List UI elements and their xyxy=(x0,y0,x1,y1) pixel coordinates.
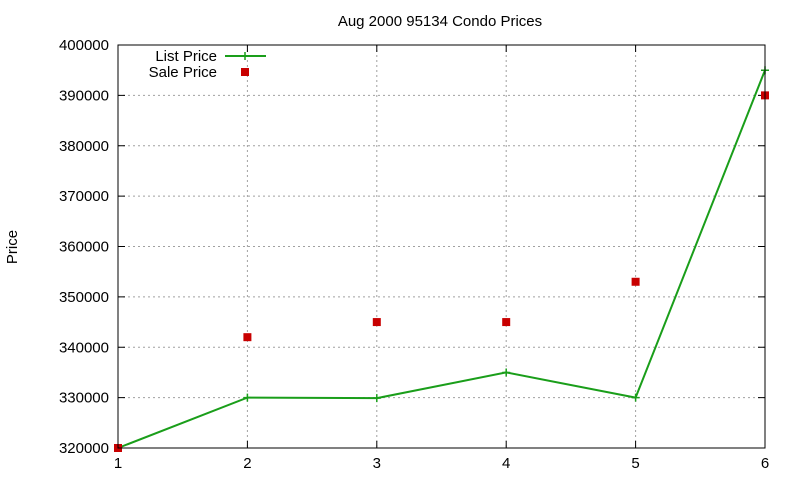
grid xyxy=(118,45,765,448)
y-tick-label: 330000 xyxy=(59,390,109,407)
series-1 xyxy=(114,66,769,452)
y-tick-label: 350000 xyxy=(59,289,109,306)
y-tick-label: 400000 xyxy=(59,37,109,54)
y-tick-label: 340000 xyxy=(59,339,109,356)
y-tick-label: 370000 xyxy=(59,188,109,205)
legend-label: List Price xyxy=(155,48,217,65)
legend-marker xyxy=(241,68,249,76)
series-line xyxy=(117,69,766,449)
y-tick-label: 320000 xyxy=(59,440,109,457)
chart-title: Aug 2000 95134 Condo Prices xyxy=(338,13,542,30)
x-tick-label: 1 xyxy=(114,455,122,472)
y-axis-label: Price xyxy=(4,230,21,264)
plot-border xyxy=(117,44,766,449)
series xyxy=(114,66,769,452)
data-point xyxy=(243,333,252,342)
data-point xyxy=(372,394,381,403)
data-point xyxy=(243,393,252,402)
x-tick-label: 4 xyxy=(502,455,510,472)
x-tick-label: 3 xyxy=(373,455,381,472)
y-tick-label: 380000 xyxy=(59,138,109,155)
data-point xyxy=(631,393,640,402)
series-2 xyxy=(114,91,769,452)
x-tick-label: 5 xyxy=(631,455,639,472)
x-tick-label: 6 xyxy=(761,455,769,472)
data-point xyxy=(502,368,511,377)
data-point xyxy=(372,318,381,327)
legend-marker xyxy=(241,52,249,60)
y-tick-label: 360000 xyxy=(59,239,109,256)
y-tick-label: 390000 xyxy=(59,87,109,104)
tick-labels: 320000 330000 340000 350000 360000 370000 3800… xyxy=(59,37,769,472)
data-point xyxy=(502,318,511,327)
legend-label: Sale Price xyxy=(149,64,217,81)
data-point xyxy=(631,277,640,286)
x-tick-label: 2 xyxy=(243,455,251,472)
